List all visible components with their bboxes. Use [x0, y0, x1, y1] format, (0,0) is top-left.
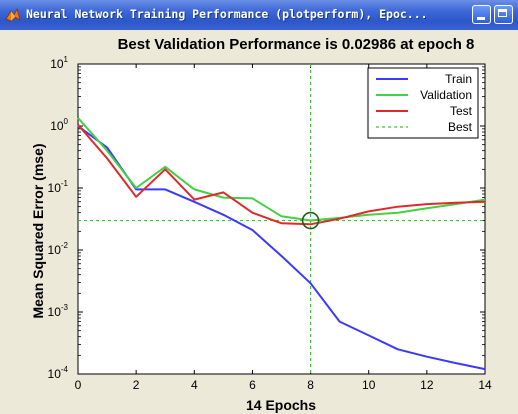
window-title: Neural Network Training Performance (plo…	[26, 7, 428, 21]
series-line-validation	[77, 117, 486, 222]
series-line-train	[77, 125, 486, 371]
x-axis-label: 14 Epochs	[246, 397, 316, 413]
x-tick-label: 8	[307, 378, 314, 392]
y-tick-label: 10-1	[48, 179, 69, 195]
title-bar[interactable]: Neural Network Training Performance (plo…	[0, 0, 518, 30]
performance-chart: Best Validation Performance is 0.02986 a…	[30, 36, 492, 413]
series-line-test	[77, 124, 486, 226]
legend-label: Validation	[420, 88, 472, 102]
x-tick-label: 6	[249, 378, 256, 392]
legend-label: Best	[448, 120, 473, 134]
legend-label: Test	[450, 104, 473, 118]
x-tick-label: 14	[478, 378, 492, 392]
maximize-button[interactable]	[494, 5, 513, 24]
minimize-button[interactable]	[472, 5, 491, 24]
best-point-marker	[301, 211, 320, 230]
y-tick-label: 10-2	[48, 241, 69, 257]
x-tick-label: 12	[420, 378, 434, 392]
chart-title: Best Validation Performance is 0.02986 a…	[118, 36, 475, 53]
legend-label: Train	[445, 72, 472, 86]
y-axis-label: Mean Squared Error (mse)	[30, 143, 46, 318]
y-tick-label: 10-4	[48, 365, 69, 381]
x-tick-label: 10	[362, 378, 376, 392]
y-tick-label: 101	[50, 55, 68, 71]
x-tick-label: 4	[191, 378, 198, 392]
x-tick-label: 2	[133, 378, 140, 392]
matlab-icon	[5, 7, 21, 22]
y-tick-label: 10-3	[48, 303, 69, 319]
y-tick-label: 100	[50, 117, 68, 133]
x-tick-label: 0	[75, 378, 82, 392]
